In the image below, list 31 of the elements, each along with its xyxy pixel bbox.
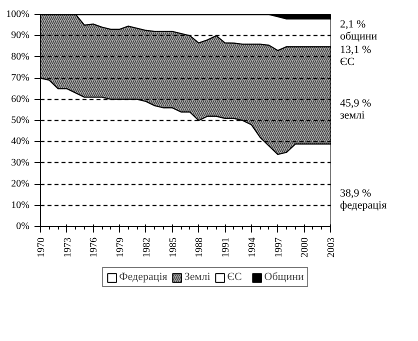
x-tick-label: 1982 (141, 238, 152, 258)
y-tick-label: 50% (11, 115, 30, 126)
legend-label: Общини (264, 271, 304, 283)
legend-label: Землі (184, 271, 210, 283)
y-tick-label: 70% (11, 72, 30, 84)
x-tick-label: 1970 (36, 238, 47, 258)
x-tick-label: 2000 (300, 238, 311, 258)
x-tick-label: 2003 (326, 238, 337, 258)
y-tick-label: 0% (16, 221, 30, 232)
x-tick-label: 1988 (194, 238, 206, 258)
x-tick-label: 1997 (273, 238, 284, 258)
y-tick-label: 90% (11, 30, 30, 42)
y-tick-label: 10% (11, 200, 30, 211)
text: 13,1 % ЄС (340, 44, 372, 68)
text: 38,9 % федерація (340, 187, 387, 212)
legend-label: ЄС (227, 271, 243, 283)
x-tick-label: 1994 (246, 238, 258, 258)
x-tick-label: 1976 (88, 238, 100, 258)
y-tick-label: 30% (11, 157, 30, 168)
text: 45,9 % землі (340, 97, 372, 122)
text: 2,1 % общини (340, 18, 378, 43)
y-tick-label: 20% (11, 178, 30, 190)
y-tick-label: 40% (11, 136, 30, 148)
x-tick-label: 1991 (220, 238, 232, 258)
x-tick-label: 1979 (115, 238, 126, 258)
y-tick-label: 100% (6, 9, 30, 20)
x-tick-label: 1985 (168, 238, 179, 258)
y-tick-label: 80% (11, 51, 30, 62)
legend-label: Федерація (119, 271, 168, 283)
x-tick-label: 1973 (62, 238, 74, 258)
y-tick-label: 60% (11, 94, 30, 105)
